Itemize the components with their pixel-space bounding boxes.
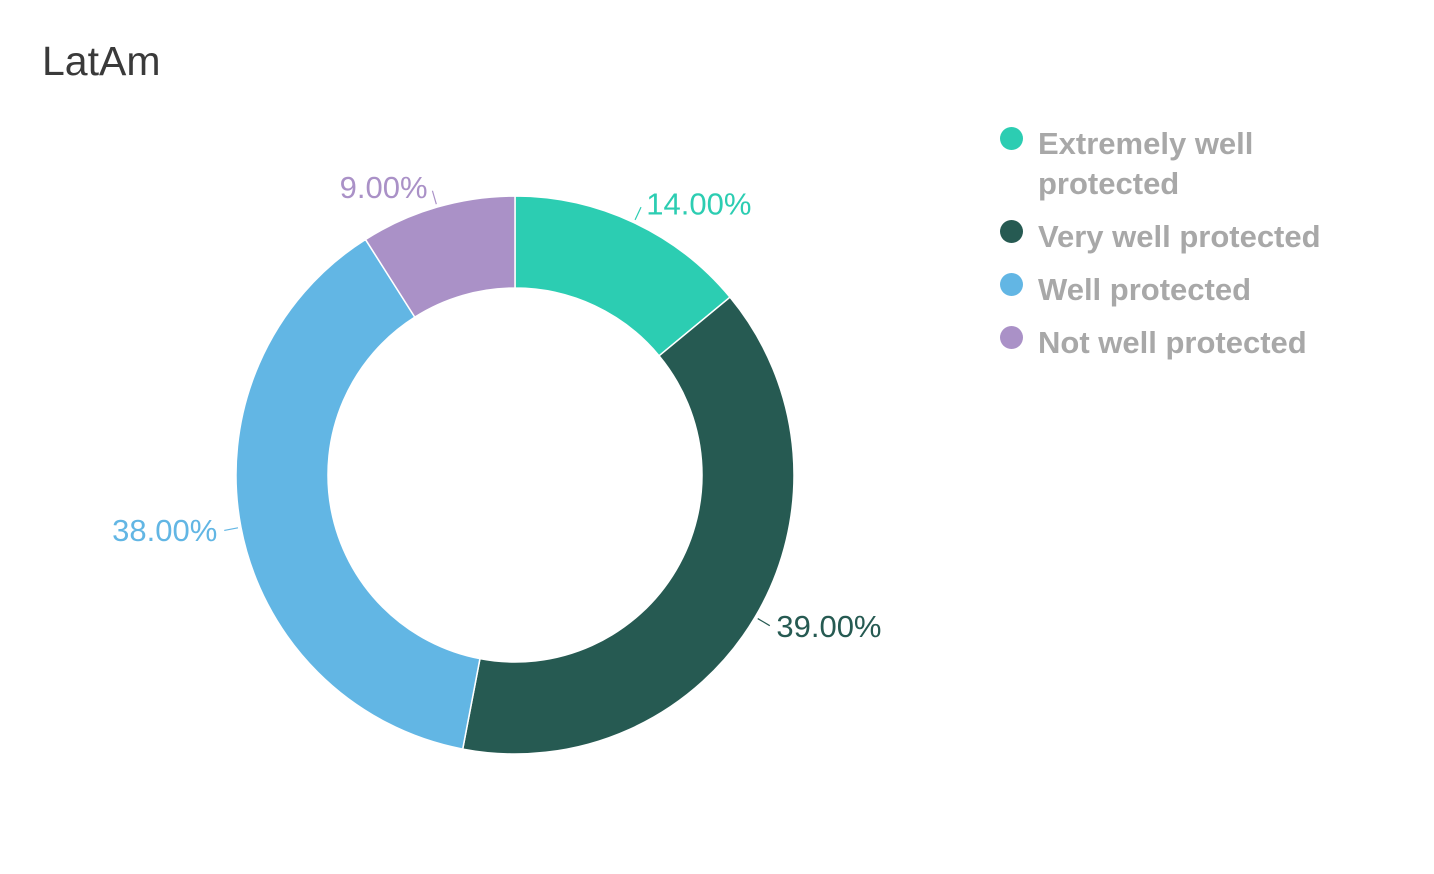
value-label: 39.00% [776, 609, 881, 644]
value-label: 14.00% [646, 186, 751, 221]
legend-item-very-well-protected[interactable]: Very well protected [1000, 217, 1360, 257]
donut-slice-very-well-protected[interactable] [461, 296, 795, 755]
legend-swatch [1000, 326, 1023, 349]
leader-line [431, 190, 437, 205]
legend-swatch [1000, 127, 1023, 150]
leader-line [634, 206, 642, 221]
value-labels: 14.00% 39.00% 38.00% 9.00% [112, 170, 881, 644]
legend-label: Extremely well protected [1038, 126, 1254, 201]
legend-swatch [1000, 273, 1023, 296]
legend-item-extremely-well-protected[interactable]: Extremely well protected [1000, 124, 1360, 204]
value-label: 38.00% [112, 513, 217, 548]
leader-line [224, 527, 239, 532]
legend-label: Not well protected [1038, 325, 1307, 360]
legend-item-well-protected[interactable]: Well protected [1000, 270, 1360, 310]
donut-slice-well-protected[interactable] [235, 238, 481, 750]
legend-label: Very well protected [1038, 219, 1321, 254]
donut-slice-not-well-protected[interactable] [364, 195, 516, 319]
leader-line [757, 618, 771, 627]
chart-title: LatAm [42, 38, 161, 84]
label-leader-lines [224, 190, 771, 627]
donut-slices [235, 195, 795, 755]
value-label: 9.00% [340, 170, 428, 205]
legend-item-not-well-protected[interactable]: Not well protected [1000, 323, 1360, 363]
legend: Extremely well protected Very well prote… [1000, 124, 1360, 376]
legend-label: Well protected [1038, 272, 1252, 307]
legend-swatch [1000, 220, 1023, 243]
